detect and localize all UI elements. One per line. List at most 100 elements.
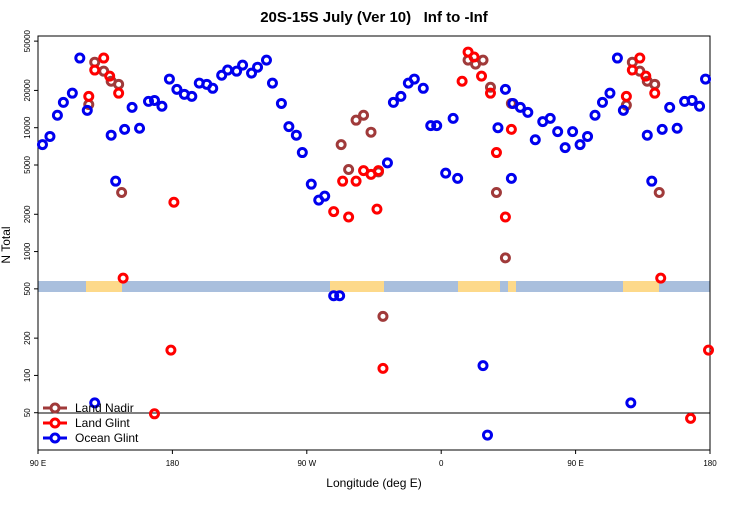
land-band xyxy=(623,281,659,292)
data-point xyxy=(529,134,541,146)
data-point xyxy=(686,94,698,106)
data-point xyxy=(499,211,511,223)
data-point xyxy=(620,90,632,102)
data-point xyxy=(116,186,128,198)
data-point xyxy=(266,77,278,89)
data-point xyxy=(222,64,234,76)
data-point xyxy=(490,147,502,159)
data-point xyxy=(671,122,683,134)
data-point xyxy=(36,139,48,151)
data-point xyxy=(365,126,377,138)
data-point xyxy=(163,73,175,85)
data-point xyxy=(148,408,160,420)
data-point xyxy=(372,165,384,177)
data-point xyxy=(119,123,131,135)
data-point xyxy=(477,360,489,372)
data-point xyxy=(505,172,517,184)
data-point xyxy=(328,290,340,302)
data-point xyxy=(477,54,489,66)
data-point xyxy=(425,120,437,132)
data-point xyxy=(514,101,526,113)
data-point xyxy=(377,310,389,322)
data-point xyxy=(649,78,661,90)
land-band xyxy=(458,281,500,292)
data-point xyxy=(143,95,155,107)
y-tick-label: 1000 xyxy=(23,242,32,260)
x-tick-label: 90 W xyxy=(297,459,316,468)
data-point xyxy=(66,87,78,99)
data-point xyxy=(335,139,347,151)
data-point xyxy=(237,59,249,71)
x-axis-label: Longitude (deg E) xyxy=(326,476,421,490)
data-point xyxy=(552,126,564,138)
land-band xyxy=(86,281,122,292)
y-tick-label: 10000 xyxy=(23,116,32,139)
data-point xyxy=(617,104,629,116)
data-point xyxy=(350,114,362,126)
data-point xyxy=(499,83,511,95)
data-point xyxy=(168,196,180,208)
data-point xyxy=(113,87,125,99)
data-point xyxy=(371,203,383,215)
data-point xyxy=(186,90,198,102)
y-tick-label: 500 xyxy=(23,282,32,296)
data-point xyxy=(89,64,101,76)
data-point xyxy=(113,78,125,90)
y-tick-label: 100 xyxy=(23,368,32,382)
data-point xyxy=(664,101,676,113)
data-point xyxy=(252,61,264,73)
data-point xyxy=(105,129,117,141)
x-tick-label: 90 E xyxy=(567,459,583,468)
data-point xyxy=(456,75,468,87)
chart-title: 20S-15S July (Ver 10) Inf to -Inf xyxy=(260,9,489,26)
data-point xyxy=(431,120,443,132)
data-point xyxy=(57,96,69,108)
data-point xyxy=(207,82,219,94)
land-band xyxy=(330,281,384,292)
data-point xyxy=(559,142,571,154)
y-tick-label: 50000 xyxy=(23,29,32,52)
data-point xyxy=(110,175,122,187)
data-point xyxy=(275,97,287,109)
data-point xyxy=(440,167,452,179)
data-point xyxy=(641,129,653,141)
data-point xyxy=(134,122,146,134)
data-point xyxy=(634,52,646,64)
data-point xyxy=(377,362,389,374)
data-point xyxy=(319,190,331,202)
x-tick-label: 180 xyxy=(166,459,180,468)
data-point xyxy=(98,52,110,64)
data-point xyxy=(582,130,594,142)
data-point xyxy=(148,94,160,106)
data-point xyxy=(334,290,346,302)
data-point xyxy=(216,69,228,81)
data-point xyxy=(290,129,302,141)
data-point xyxy=(296,147,308,159)
data-point xyxy=(625,397,637,409)
data-point xyxy=(104,70,116,82)
data-point xyxy=(283,121,295,133)
data-point xyxy=(387,96,399,108)
data-point xyxy=(165,344,177,356)
data-point xyxy=(395,90,407,102)
y-tick-label: 5000 xyxy=(23,156,32,174)
data-point xyxy=(646,175,658,187)
data-point xyxy=(51,109,63,121)
data-point xyxy=(343,163,355,175)
data-point xyxy=(381,157,393,169)
data-point xyxy=(544,112,556,124)
data-point xyxy=(343,211,355,223)
data-point xyxy=(499,252,511,264)
data-point xyxy=(246,67,258,79)
data-point xyxy=(337,175,349,187)
data-point xyxy=(700,73,712,85)
data-point xyxy=(260,54,272,66)
legend-marker xyxy=(49,417,61,429)
data-point xyxy=(522,106,534,118)
data-point xyxy=(567,126,579,138)
legend-marker xyxy=(49,402,61,414)
land-band xyxy=(508,281,516,292)
x-tick-label: 180 xyxy=(703,459,717,468)
data-point xyxy=(350,175,362,187)
